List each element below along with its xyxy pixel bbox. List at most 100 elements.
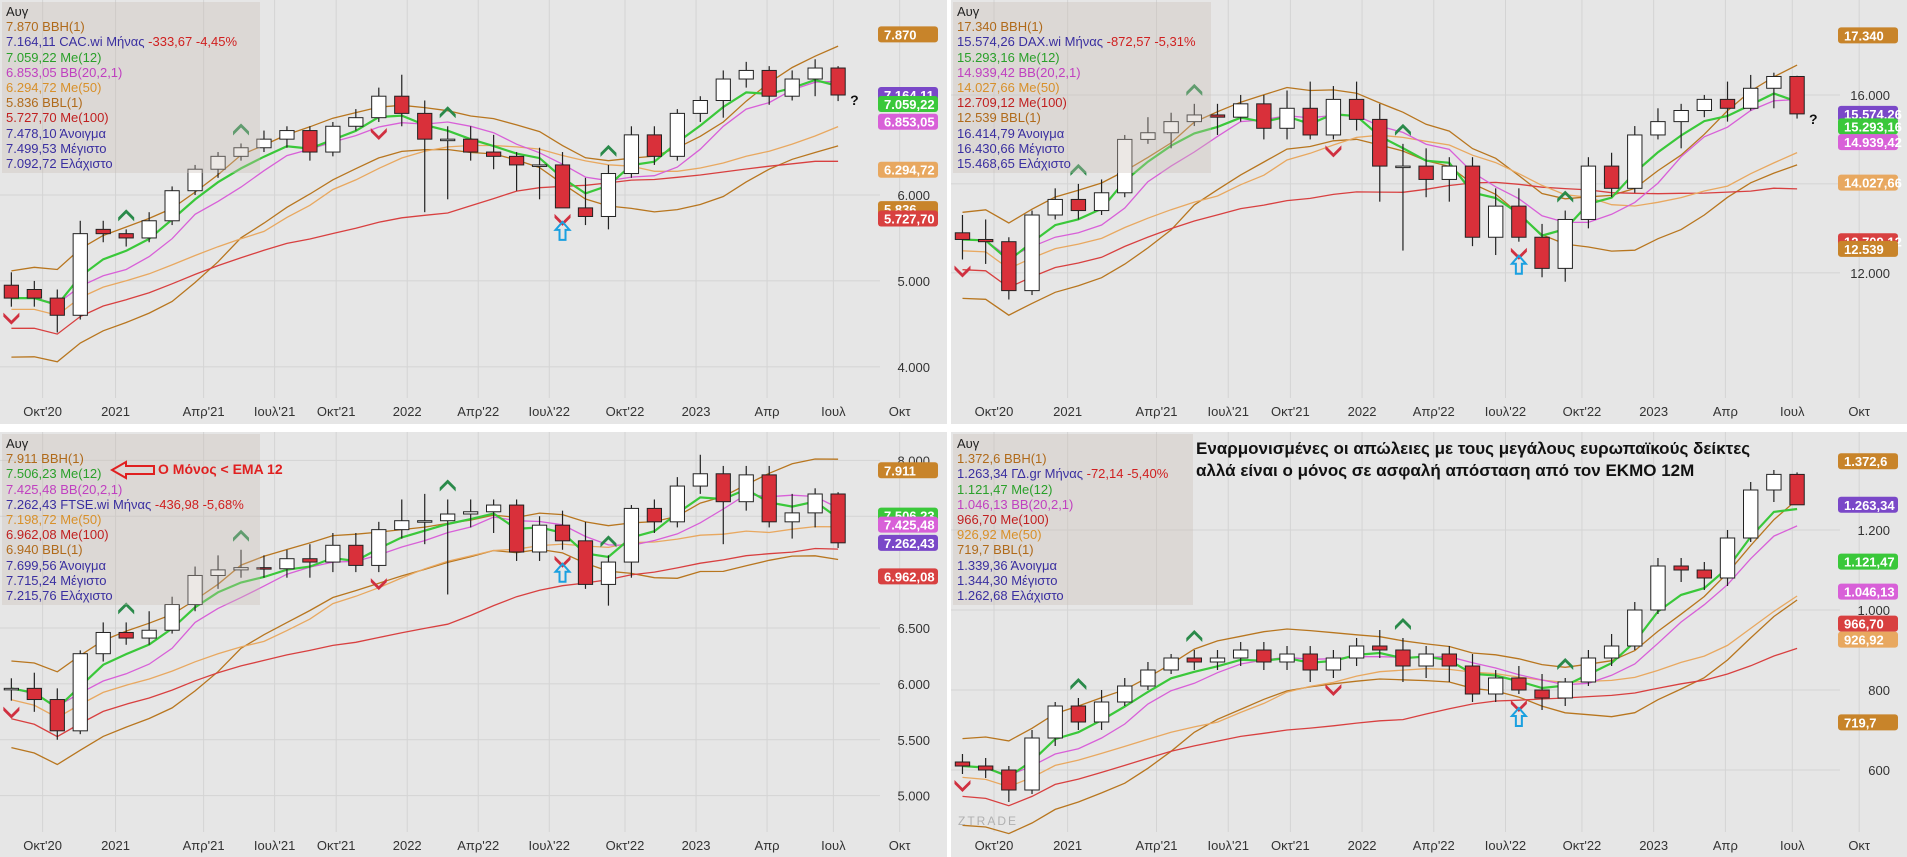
price-tag: 7.911 [878,462,938,479]
signal-up-icon [439,479,456,492]
legend-entry-text: 5.836 BBL(1) [6,95,83,111]
legend-entry: 15.468,65 Ελάχιστο [957,156,1207,171]
ma100-line [11,160,839,335]
candle-body [784,512,800,523]
x-tick-label: Απρ'21 [183,404,225,419]
candle-body [669,112,685,157]
signal-up-icon [118,209,135,222]
x-tick-label: Οκτ'20 [975,404,1014,419]
candle-body [26,687,42,701]
legend-entry: 6.853,05 BB(20,2,1) [6,65,256,80]
signal-down-icon [1325,684,1342,696]
legend-entry-text: 719,7 BBL(1) [957,542,1034,558]
legend-entry: 7.911 BBH(1) [6,451,256,466]
candle-body [1766,473,1782,491]
candle-body [118,631,134,639]
x-tick-label: Οκτ [889,404,912,419]
chart-svg-dax: 12.00014.00016.000Οκτ'202021Απρ'21Ιουλ'2… [951,0,1902,419]
legend-entry-text: 12.709,12 Me(100) [957,95,1067,111]
x-tick-label: 2023 [682,838,711,853]
signal-up-icon [233,123,250,136]
candle-body [977,238,994,243]
price-tag-label: 15.574,26 [1844,107,1902,122]
legend-entry: 17.340 BBH(1) [957,19,1207,34]
signal-down-icon [554,213,571,226]
y-tick-label: 6.000 [897,188,930,203]
legend-entry: 5.836 BBL(1) [6,95,256,110]
candle-body [233,567,249,571]
legend-entry: 7.262,43 FTSE.wi Μήνας -436,98 -5,68% [6,497,256,512]
price-tag: 966,70 [1838,615,1898,632]
y-tick-label: 16.000 [1850,88,1890,103]
legend-entry-text: 7.478,10 Άνοιγμα [6,125,107,141]
candle-body [1302,107,1318,136]
candle-body [256,567,272,570]
candle-body [715,473,731,503]
candle-body [233,147,249,157]
price-tag: 7.870 [878,26,938,43]
candle-body [807,67,823,80]
legend-entry: 966,70 Me(100) [957,512,1189,527]
legend-entry-text: 7.870 BBH(1) [6,19,85,35]
legend-entry: Αυγ [6,436,256,451]
candle-body [1047,198,1063,216]
legend-entry: 1.372,6 BBH(1) [957,451,1189,466]
legend-entry: 16.414,79 Άνοιγμα [957,126,1207,141]
candle-body [1024,214,1040,292]
candle-body [486,504,502,513]
legend-entry: 926,92 Me(50) [957,527,1189,542]
candle-body [1395,165,1411,169]
ma50-line [11,525,839,719]
price-tag-label: 7.262,43 [884,536,935,551]
candle-body [1232,103,1249,118]
candle-body [1047,705,1063,739]
x-tick-label: Ιουλ'22 [1485,404,1526,419]
candle-body [348,117,364,127]
legend-entry: 1.262,68 Ελάχιστο [957,588,1189,603]
legend-entry-text: 926,92 Me(50) [957,527,1042,543]
candle-body [1395,649,1411,667]
legend-entry-text: 7.506,23 Me(12) [6,466,102,482]
candle-body [3,687,19,691]
candle-body [1163,657,1179,671]
candle-body [1372,118,1388,167]
legend-entry-text: 1.372,6 BBH(1) [957,451,1047,467]
candle-body [1001,769,1017,791]
legend-entry: 1.121,47 Me(12) [957,482,1189,497]
price-tag-label: 7.059,22 [884,97,935,112]
legend-entry-text: 1.262,68 Ελάχιστο [957,588,1064,604]
x-tick-label: 2021 [101,404,130,419]
legend-entry: 5.727,70 Me(100) [6,110,256,125]
x-tick-label: 2023 [682,404,711,419]
price-tag: 1.263,34 [1838,496,1898,513]
candle-body [1209,657,1226,663]
price-tag: 7.425,48 [878,516,938,533]
candle-body [1696,569,1713,579]
legend-entry: 6.940 BBL(1) [6,542,256,557]
candle-body [1256,649,1272,663]
legend-entry-text: 6.940 BBL(1) [6,542,83,558]
signal-down-icon [370,127,387,140]
y-tick-label: 1.200 [1857,523,1890,538]
candle-body [1557,218,1573,269]
legend-entry: 7.499,53 Μέγιστο [6,141,256,156]
candle-body [1418,653,1434,667]
candle-body [1001,241,1017,292]
panel-divider-horizontal [0,424,1907,432]
question-mark: ? [1809,111,1818,127]
marker-up-icon [553,220,572,241]
candle-body [348,544,364,566]
candle-body [302,130,318,153]
x-tick-label: Ιουλ'22 [1485,838,1526,853]
legend-entry: 7.092,72 Ελάχιστο [6,156,256,171]
candle-body [600,173,617,217]
legend-entry-text: 7.262,43 FTSE.wi Μήνας [6,496,152,512]
x-tick-label: Οκτ'20 [23,404,62,419]
legend-entry: 1.344,30 Μέγιστο [957,573,1189,588]
annotation-box: Εναρμονισμένες οι απώλειες με τους μεγάλ… [1196,438,1750,482]
candle-body [1348,645,1365,659]
candle-body [463,511,479,515]
candle-body [1024,737,1040,791]
x-tick-label: 2022 [1348,404,1377,419]
legend-entry-text: 16.430,66 Μέγιστο [957,140,1065,156]
